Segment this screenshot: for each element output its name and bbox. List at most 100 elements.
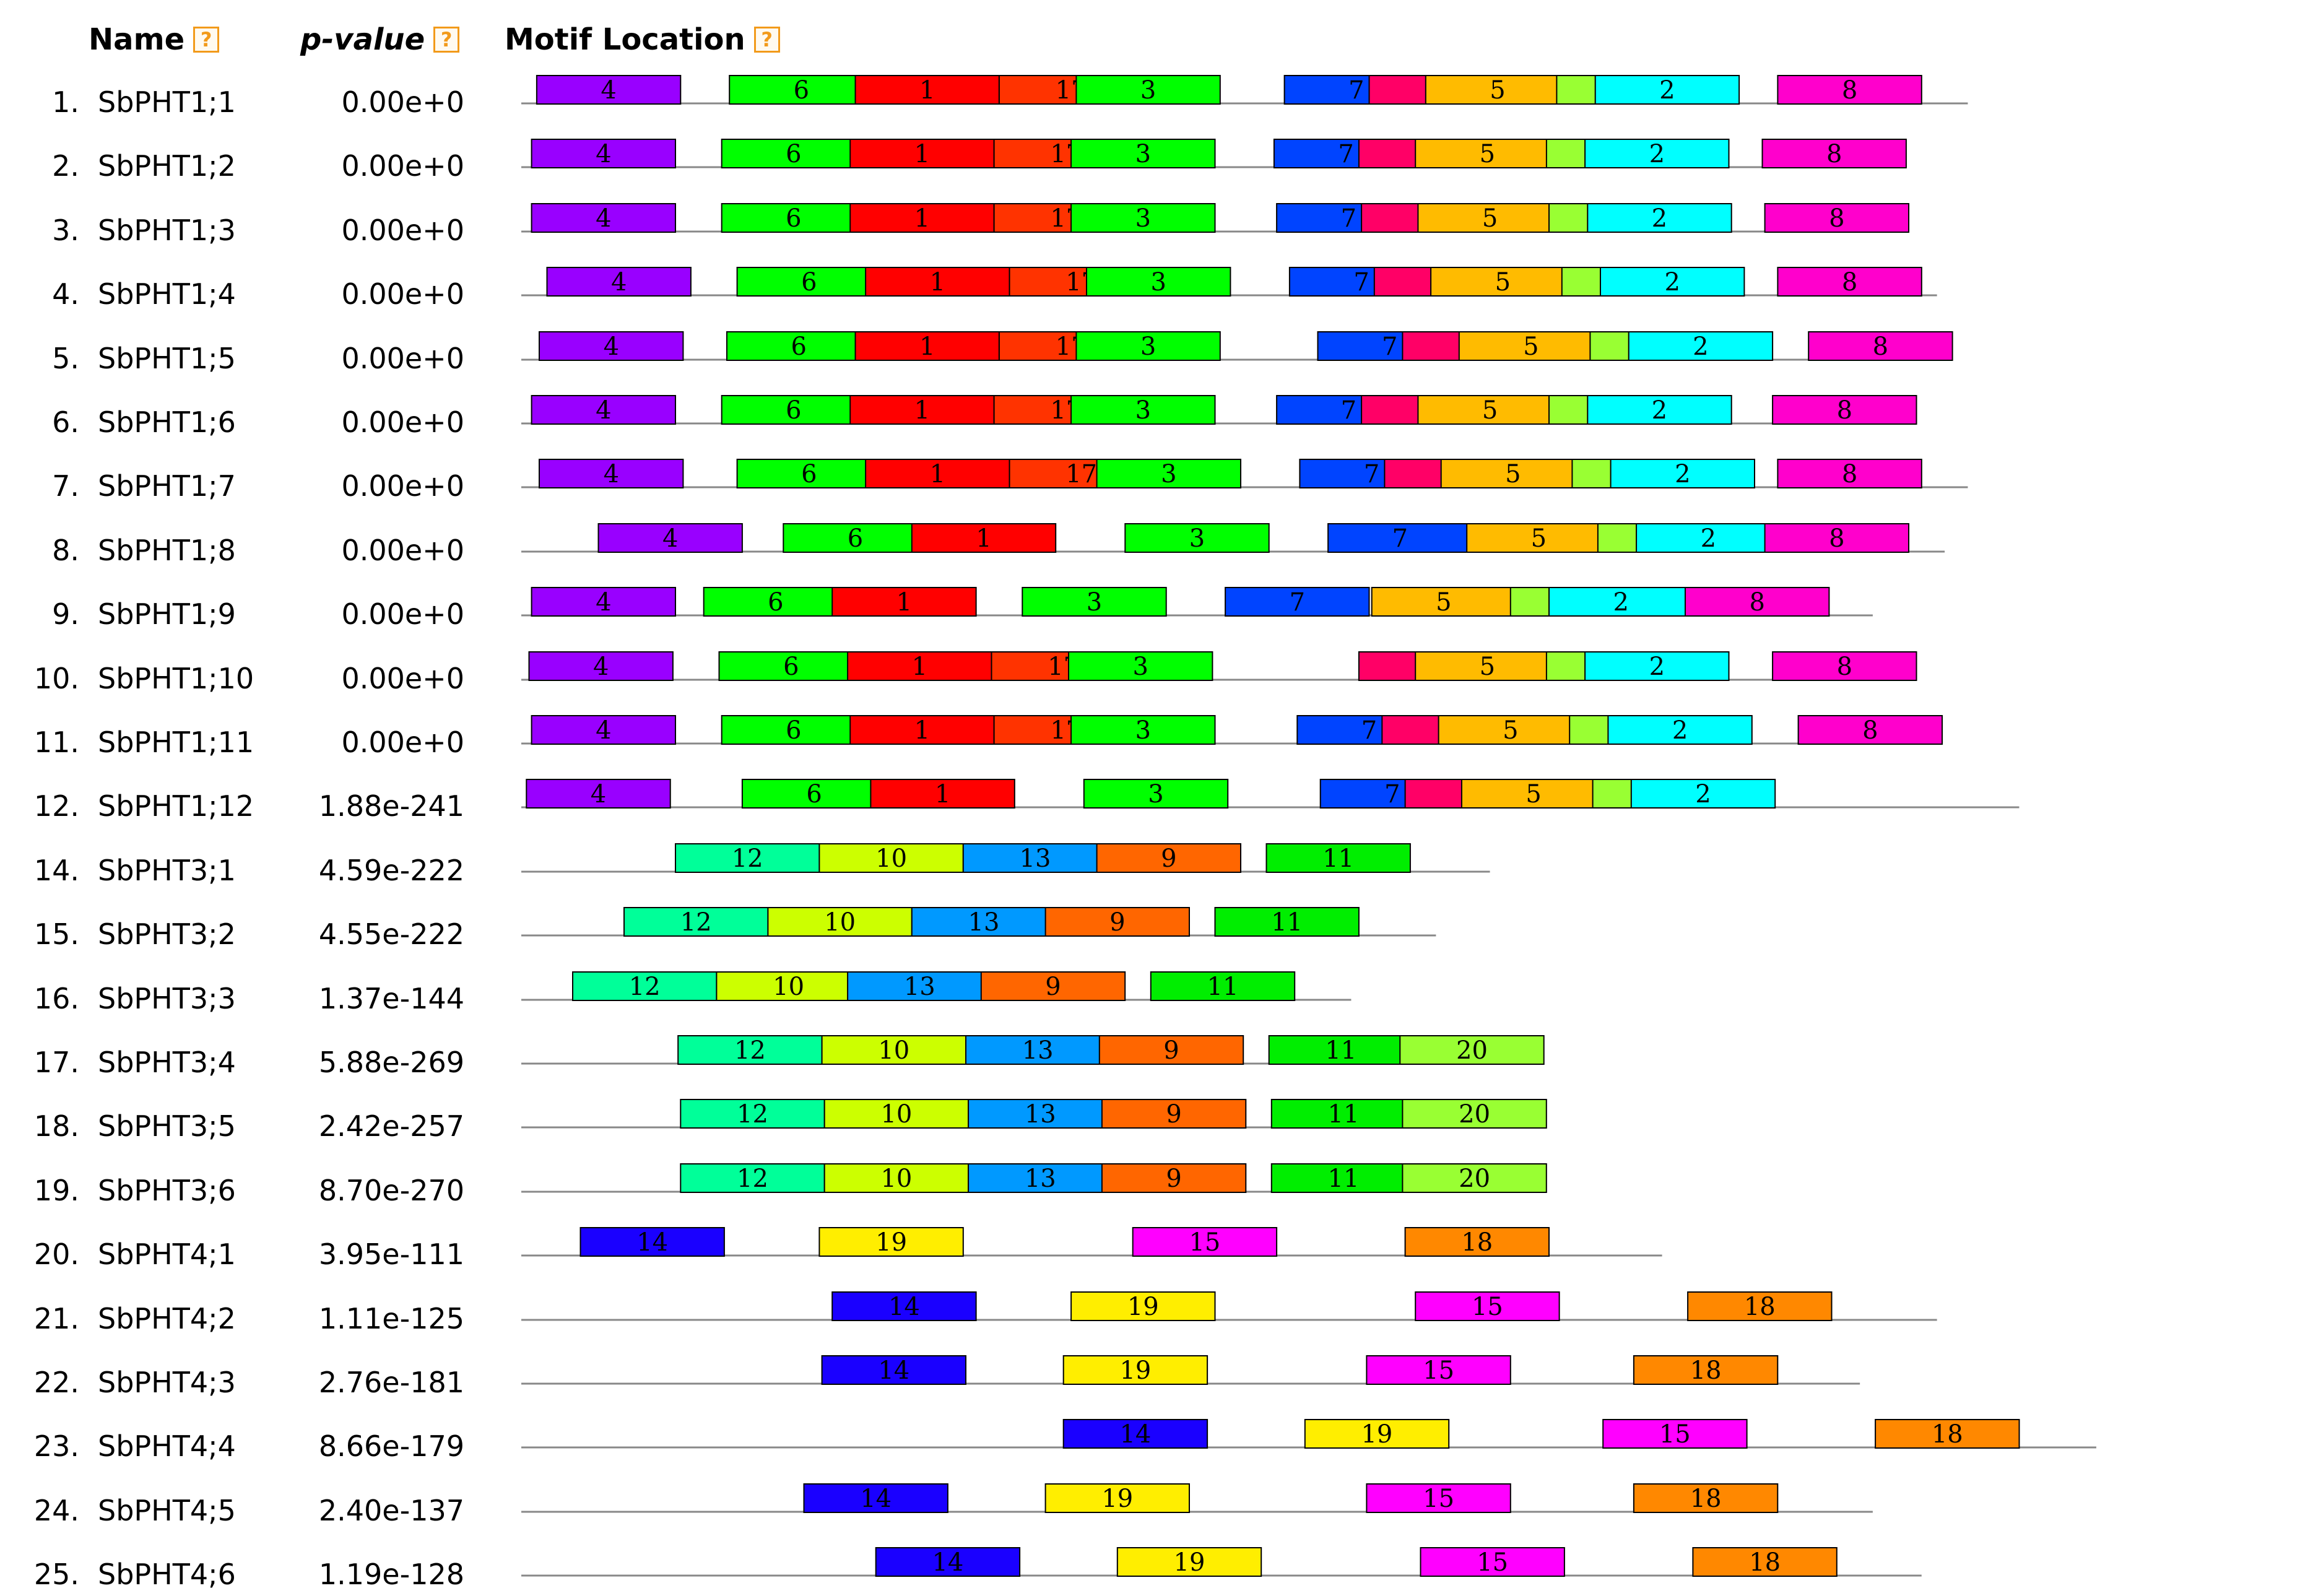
motif-20-block[interactable]: 20 [1399, 1035, 1545, 1065]
motif-8-block[interactable]: 8 [1761, 139, 1907, 168]
motif-10-block[interactable]: 10 [818, 843, 964, 873]
motif-1-block[interactable]: 1 [847, 651, 992, 681]
motif-box[interactable] [1420, 1547, 1565, 1577]
motif-7-block[interactable]: 7 [1327, 523, 1473, 553]
motif-2-block[interactable]: 2 [1636, 523, 1781, 553]
motif-box[interactable] [1438, 715, 1584, 745]
motif-box[interactable] [818, 1227, 964, 1257]
motif-box[interactable] [718, 651, 864, 681]
motif-7-block[interactable]: 7 [1225, 587, 1370, 617]
motif-box[interactable] [847, 651, 992, 681]
motif-box[interactable] [1797, 715, 1943, 745]
motif-box[interactable] [1265, 843, 1411, 873]
motif-18-block[interactable]: 18 [1692, 1547, 1838, 1577]
motif-9-block[interactable]: 9 [1101, 1163, 1247, 1193]
motif-box[interactable] [1116, 1547, 1262, 1577]
motif-6-block[interactable]: 6 [736, 267, 882, 297]
motif-5-block[interactable]: 5 [1371, 587, 1517, 617]
motif-box[interactable] [1630, 779, 1776, 809]
motif-13-block[interactable]: 13 [968, 1099, 1113, 1129]
motif-box[interactable] [1101, 1163, 1247, 1193]
motif-box[interactable] [539, 459, 684, 488]
motif-box[interactable] [531, 587, 676, 617]
name-help-icon[interactable]: ? [193, 27, 220, 53]
motif-box[interactable] [726, 331, 872, 361]
sequence-name[interactable]: SbPHT4;3 [98, 1366, 236, 1399]
sequence-name[interactable]: SbPHT3;3 [98, 982, 236, 1015]
motif-box[interactable] [1402, 1163, 1547, 1193]
motif-box[interactable] [1584, 651, 1730, 681]
motif-14-block[interactable]: 14 [875, 1547, 1021, 1577]
motif-box[interactable] [1098, 1035, 1244, 1065]
motif-10-block[interactable]: 10 [821, 1035, 966, 1065]
motif-box[interactable] [1636, 523, 1781, 553]
sequence-name[interactable]: SbPHT1;6 [98, 406, 236, 439]
motif-18-block[interactable]: 18 [1687, 1291, 1833, 1321]
motif-box[interactable] [531, 715, 676, 745]
motif-box[interactable] [821, 1355, 966, 1385]
motif-box[interactable] [1070, 395, 1216, 425]
motif-6-block[interactable]: 6 [783, 523, 928, 553]
motif-box[interactable] [1764, 203, 1910, 233]
motif-8-block[interactable]: 8 [1777, 267, 1922, 297]
motif-box[interactable] [623, 907, 769, 937]
motif-box[interactable] [1587, 395, 1732, 425]
motif-19-block[interactable]: 19 [1304, 1419, 1450, 1449]
motif-box[interactable] [1070, 139, 1216, 168]
motif-3-block[interactable]: 3 [1070, 715, 1216, 745]
motif-box[interactable] [531, 395, 676, 425]
motif-box[interactable] [1096, 843, 1241, 873]
motif-3-block[interactable]: 3 [1075, 75, 1221, 105]
sequence-name[interactable]: SbPHT1;10 [98, 662, 254, 695]
motif-12-block[interactable]: 12 [677, 1035, 823, 1065]
motif-10-block[interactable]: 10 [823, 1099, 970, 1129]
motif-box[interactable] [572, 971, 718, 1001]
motif-8-block[interactable]: 8 [1764, 203, 1910, 233]
motif-8-block[interactable]: 8 [1764, 523, 1910, 553]
motif-box[interactable] [1685, 587, 1830, 617]
motif-5-block[interactable]: 5 [1458, 331, 1604, 361]
motif-box[interactable] [528, 651, 674, 681]
motif-box[interactable] [854, 331, 1000, 361]
motif-9-block[interactable]: 9 [1096, 843, 1241, 873]
motif-19-block[interactable]: 19 [818, 1227, 964, 1257]
motif-14-block[interactable]: 14 [803, 1483, 948, 1513]
sequence-name[interactable]: SbPHT1;5 [98, 342, 236, 375]
motif-box[interactable] [1633, 1355, 1779, 1385]
motif-box[interactable] [831, 1291, 977, 1321]
motif-box[interactable] [721, 715, 867, 745]
motif-box[interactable] [1070, 1291, 1216, 1321]
sequence-name[interactable]: SbPHT4;4 [98, 1429, 236, 1463]
motif-12-block[interactable]: 12 [572, 971, 718, 1001]
motif-box[interactable] [1214, 907, 1360, 937]
motif-4-block[interactable]: 4 [546, 267, 692, 297]
motif-box[interactable] [1460, 779, 1607, 809]
motif-18-block[interactable]: 18 [1875, 1419, 2020, 1449]
motif-box[interactable] [1777, 459, 1922, 488]
motif-location-help-icon[interactable]: ? [753, 27, 780, 53]
sequence-name[interactable]: SbPHT1;1 [98, 85, 236, 119]
motif-13-block[interactable]: 13 [911, 907, 1057, 937]
motif-15-block[interactable]: 15 [1420, 1547, 1565, 1577]
motif-4-block[interactable]: 4 [597, 523, 743, 553]
motif-box[interactable] [1777, 75, 1922, 105]
motif-5-block[interactable]: 5 [1415, 139, 1560, 168]
motif-box[interactable] [803, 1483, 948, 1513]
motif-4-block[interactable]: 4 [526, 779, 671, 809]
motif-8-block[interactable]: 8 [1772, 651, 1917, 681]
motif-6-block[interactable]: 6 [703, 587, 849, 617]
motif-box[interactable] [526, 779, 671, 809]
motif-9-block[interactable]: 9 [980, 971, 1126, 1001]
motif-box[interactable] [1548, 587, 1694, 617]
motif-8-block[interactable]: 8 [1808, 331, 1953, 361]
motif-box[interactable] [1124, 523, 1270, 553]
sequence-name[interactable]: SbPHT1;8 [98, 534, 236, 567]
motif-box[interactable] [1101, 1099, 1247, 1129]
motif-4-block[interactable]: 4 [531, 395, 676, 425]
motif-1-block[interactable]: 1 [831, 587, 977, 617]
motif-box[interactable] [1270, 1099, 1417, 1129]
motif-3-block[interactable]: 3 [1070, 203, 1216, 233]
motif-1-block[interactable]: 1 [849, 715, 995, 745]
motif-4-block[interactable]: 4 [531, 203, 676, 233]
sequence-name[interactable]: SbPHT3;5 [98, 1109, 236, 1143]
